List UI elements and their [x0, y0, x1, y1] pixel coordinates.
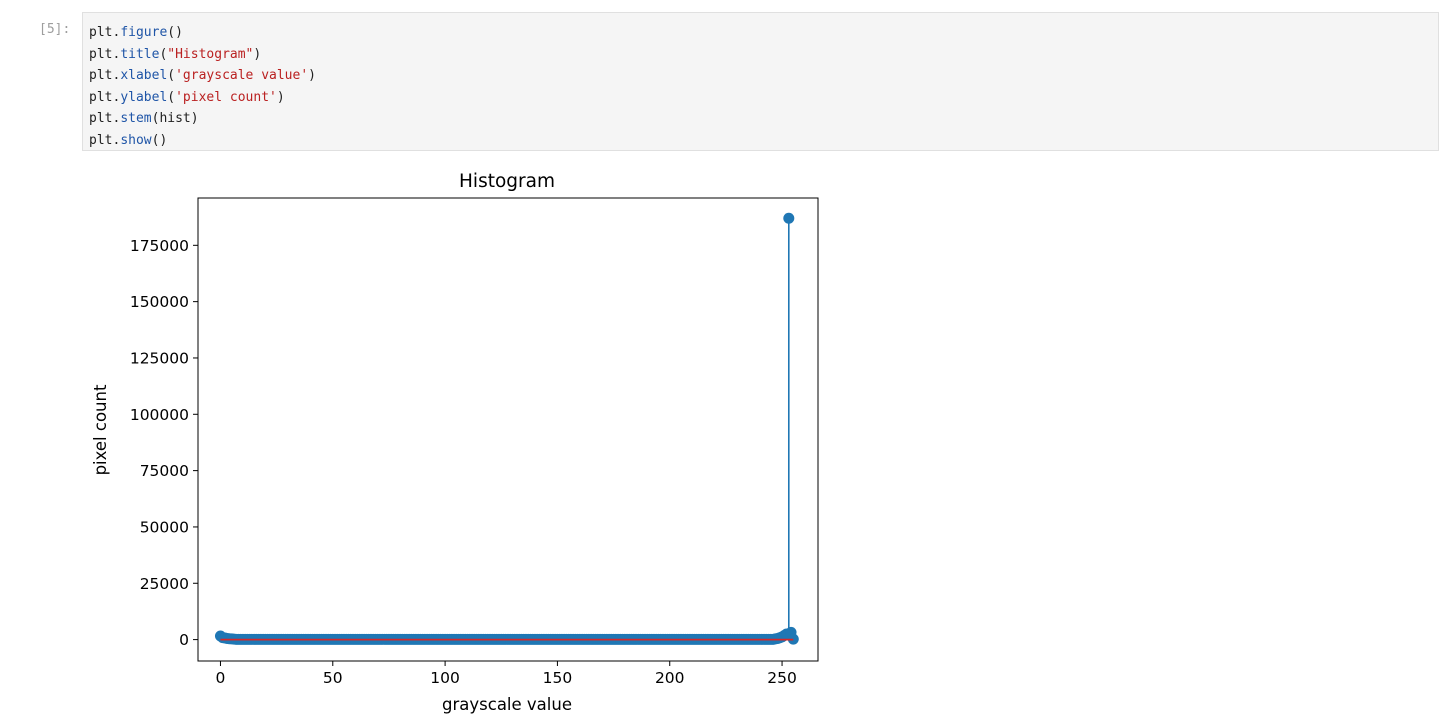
- y-tick-label: 25000: [140, 575, 189, 593]
- stem-marker: [783, 212, 795, 224]
- code-token: (: [167, 68, 176, 83]
- code-token: plt.: [89, 46, 121, 62]
- code-token: plt.: [89, 68, 121, 83]
- code-line: plt.ylabel('pixel count'): [89, 87, 1438, 109]
- x-tick-label: 200: [655, 669, 685, 687]
- y-tick-label: 150000: [130, 293, 189, 311]
- code-line: plt.figure(): [89, 22, 1438, 44]
- code-function-token: stem: [120, 111, 152, 126]
- chart-title: Histogram: [459, 171, 555, 192]
- code-function-token: ylabel: [120, 89, 168, 105]
- code-string-token: 'grayscale value': [175, 68, 309, 83]
- code-token: (hist): [151, 111, 199, 126]
- code-token: (): [151, 132, 168, 148]
- y-tick-label: 0: [179, 631, 189, 649]
- code-line: plt.show(): [89, 130, 1438, 152]
- code-token: plt.: [89, 111, 121, 126]
- y-tick-label: 75000: [140, 462, 189, 480]
- x-tick-label: 0: [216, 669, 226, 687]
- code-token: plt.: [89, 25, 121, 40]
- x-tick-label: 250: [767, 669, 797, 687]
- code-function-token: show: [120, 132, 152, 148]
- code-line: plt.xlabel('grayscale value'): [89, 65, 1438, 87]
- y-tick-label: 100000: [130, 406, 189, 424]
- y-tick-label: 175000: [130, 237, 189, 255]
- x-tick-label: 150: [543, 669, 573, 687]
- y-axis-label: pixel count: [91, 384, 110, 475]
- x-tick-label: 100: [430, 669, 460, 687]
- code-function-token: xlabel: [120, 68, 168, 83]
- code-function-token: title: [120, 46, 160, 62]
- code-line: plt.title("Histogram"): [89, 44, 1438, 66]
- x-tick-label: 50: [323, 669, 343, 687]
- code-cell-editor[interactable]: plt.figure() plt.title("Histogram") plt.xl…: [82, 12, 1439, 151]
- code-token: ): [308, 68, 316, 83]
- code-string-token: 'pixel count': [175, 89, 277, 105]
- cell-output: Histogram 0 50 100 150 200 250 0 25000 50000 750…: [85, 165, 825, 715]
- y-tick-label: 50000: [140, 518, 189, 536]
- cell-prompt: [5]:: [39, 22, 71, 37]
- code-token: ): [276, 89, 285, 105]
- histogram-chart: Histogram 0 50 100 150 200 250 0 25000 50000 750…: [91, 171, 819, 714]
- code-token: ): [253, 46, 262, 62]
- y-axis: 0 25000 50000 75000 100000 125000 150000 175000: [130, 237, 198, 649]
- code-string-token: "Histogram": [167, 46, 254, 62]
- y-tick-label: 125000: [130, 349, 189, 367]
- x-axis-label: grayscale value: [442, 695, 572, 714]
- x-axis: 0 50 100 150 200 250: [216, 661, 797, 687]
- code-token: plt.: [89, 89, 121, 105]
- code-token: plt.: [89, 132, 121, 148]
- code-line: plt.stem(hist): [89, 108, 1438, 130]
- code-token: (: [159, 46, 168, 62]
- axes-frame: [197, 197, 819, 662]
- code-function-token: figure: [120, 25, 168, 40]
- code-token: (): [167, 25, 183, 40]
- code-token: (: [167, 89, 176, 105]
- plot-area: [214, 212, 799, 645]
